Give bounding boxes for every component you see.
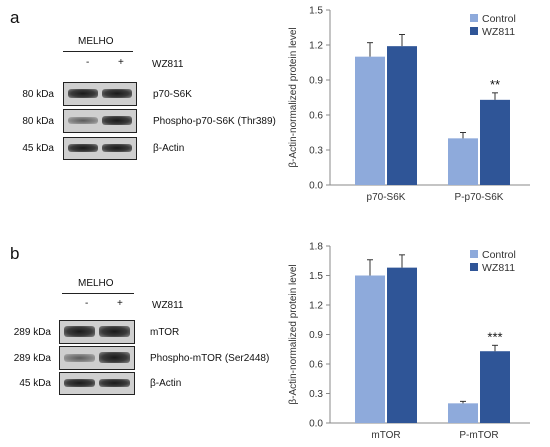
blot-kda: 289 kDa — [13, 327, 51, 338]
bar — [387, 267, 417, 423]
group-label: MELHO — [78, 278, 114, 289]
legend-label: WZ811 — [482, 262, 515, 274]
y-tick-label: 1.2 — [309, 301, 323, 312]
bar — [355, 275, 385, 423]
legend-label: Control — [482, 13, 516, 25]
blot-kda: 45 kDa — [19, 378, 51, 389]
y-axis-label: β-Actin-normalized protein level — [288, 27, 299, 167]
bar — [448, 403, 478, 423]
blot-label: Phospho-p70-S6K (Thr389) — [153, 116, 276, 127]
lane-sign-control: - — [85, 298, 89, 309]
y-tick-label: 1.8 — [309, 242, 323, 253]
legend-label: Control — [482, 249, 516, 261]
lane-sign-control: - — [86, 57, 90, 68]
blot-kda: 289 kDa — [13, 353, 51, 364]
band-treated — [99, 326, 130, 337]
band-treated — [99, 352, 130, 363]
blot-label: p70-S6K — [153, 89, 192, 100]
blot-beta-actin — [59, 372, 135, 395]
blot-label: mTOR — [150, 327, 180, 338]
band-control — [64, 354, 95, 362]
bar — [355, 56, 385, 185]
blot-label: β-Actin — [153, 143, 185, 154]
y-tick-label: 0.0 — [309, 419, 323, 430]
band-control — [64, 379, 95, 387]
legend-swatch — [470, 250, 478, 258]
band-control — [68, 117, 98, 124]
y-tick-label: 0.0 — [309, 181, 323, 192]
band-control — [64, 326, 95, 337]
panel-letter-b: b — [10, 244, 20, 263]
x-tick-label: P-mTOR — [459, 430, 498, 441]
y-tick-label: 1.5 — [309, 271, 323, 282]
y-tick-label: 1.2 — [309, 41, 323, 52]
y-tick-label: 0.6 — [309, 360, 323, 371]
band-treated — [102, 144, 132, 152]
y-axis-label: β-Actin-normalized protein level — [288, 264, 299, 404]
lane-sign-treated: + — [118, 57, 124, 68]
significance-label: ** — [490, 77, 500, 92]
group-label: MELHO — [78, 36, 114, 47]
legend-swatch — [470, 27, 478, 35]
y-tick-label: 0.9 — [309, 76, 323, 87]
y-tick-label: 1.5 — [309, 6, 323, 17]
blot-mtor — [59, 320, 135, 344]
y-tick-label: 0.6 — [309, 111, 323, 122]
legend-swatch — [470, 14, 478, 22]
blot-kda: 80 kDa — [22, 116, 54, 127]
bar — [480, 351, 510, 423]
x-tick-label: p70-S6K — [367, 192, 406, 203]
x-tick-label: mTOR — [371, 430, 400, 441]
blot-phospho-p70-s6k — [63, 109, 137, 133]
bar — [387, 46, 417, 185]
blot-kda: 80 kDa — [22, 89, 54, 100]
bar — [448, 138, 478, 185]
y-tick-label: 0.3 — [309, 389, 323, 400]
band-treated — [99, 379, 130, 387]
blot-phospho-mtor — [59, 346, 135, 370]
blot-label: β-Actin — [150, 378, 182, 389]
group-bracket-line — [63, 51, 133, 52]
y-tick-label: 0.9 — [309, 330, 323, 341]
y-tick-label: 0.3 — [309, 146, 323, 157]
blot-kda: 45 kDa — [22, 143, 54, 154]
band-control — [68, 89, 98, 98]
blot-label: Phospho-mTOR (Ser2448) — [150, 353, 270, 364]
band-control — [68, 144, 98, 152]
lane-sign-treated: + — [117, 298, 123, 309]
significance-label: *** — [487, 329, 502, 344]
bar — [480, 99, 510, 185]
x-tick-label: P-p70-S6K — [455, 192, 504, 203]
group-bracket-line — [62, 293, 134, 294]
panel-letter-a: a — [10, 8, 20, 27]
band-treated — [102, 116, 132, 125]
legend-swatch — [470, 263, 478, 271]
treatment-label: WZ811 — [152, 300, 184, 311]
treatment-label: WZ811 — [152, 59, 184, 70]
band-treated — [102, 89, 132, 98]
legend-label: WZ811 — [482, 26, 515, 38]
blot-beta-actin — [63, 137, 137, 160]
blot-p70-s6k — [63, 82, 137, 106]
